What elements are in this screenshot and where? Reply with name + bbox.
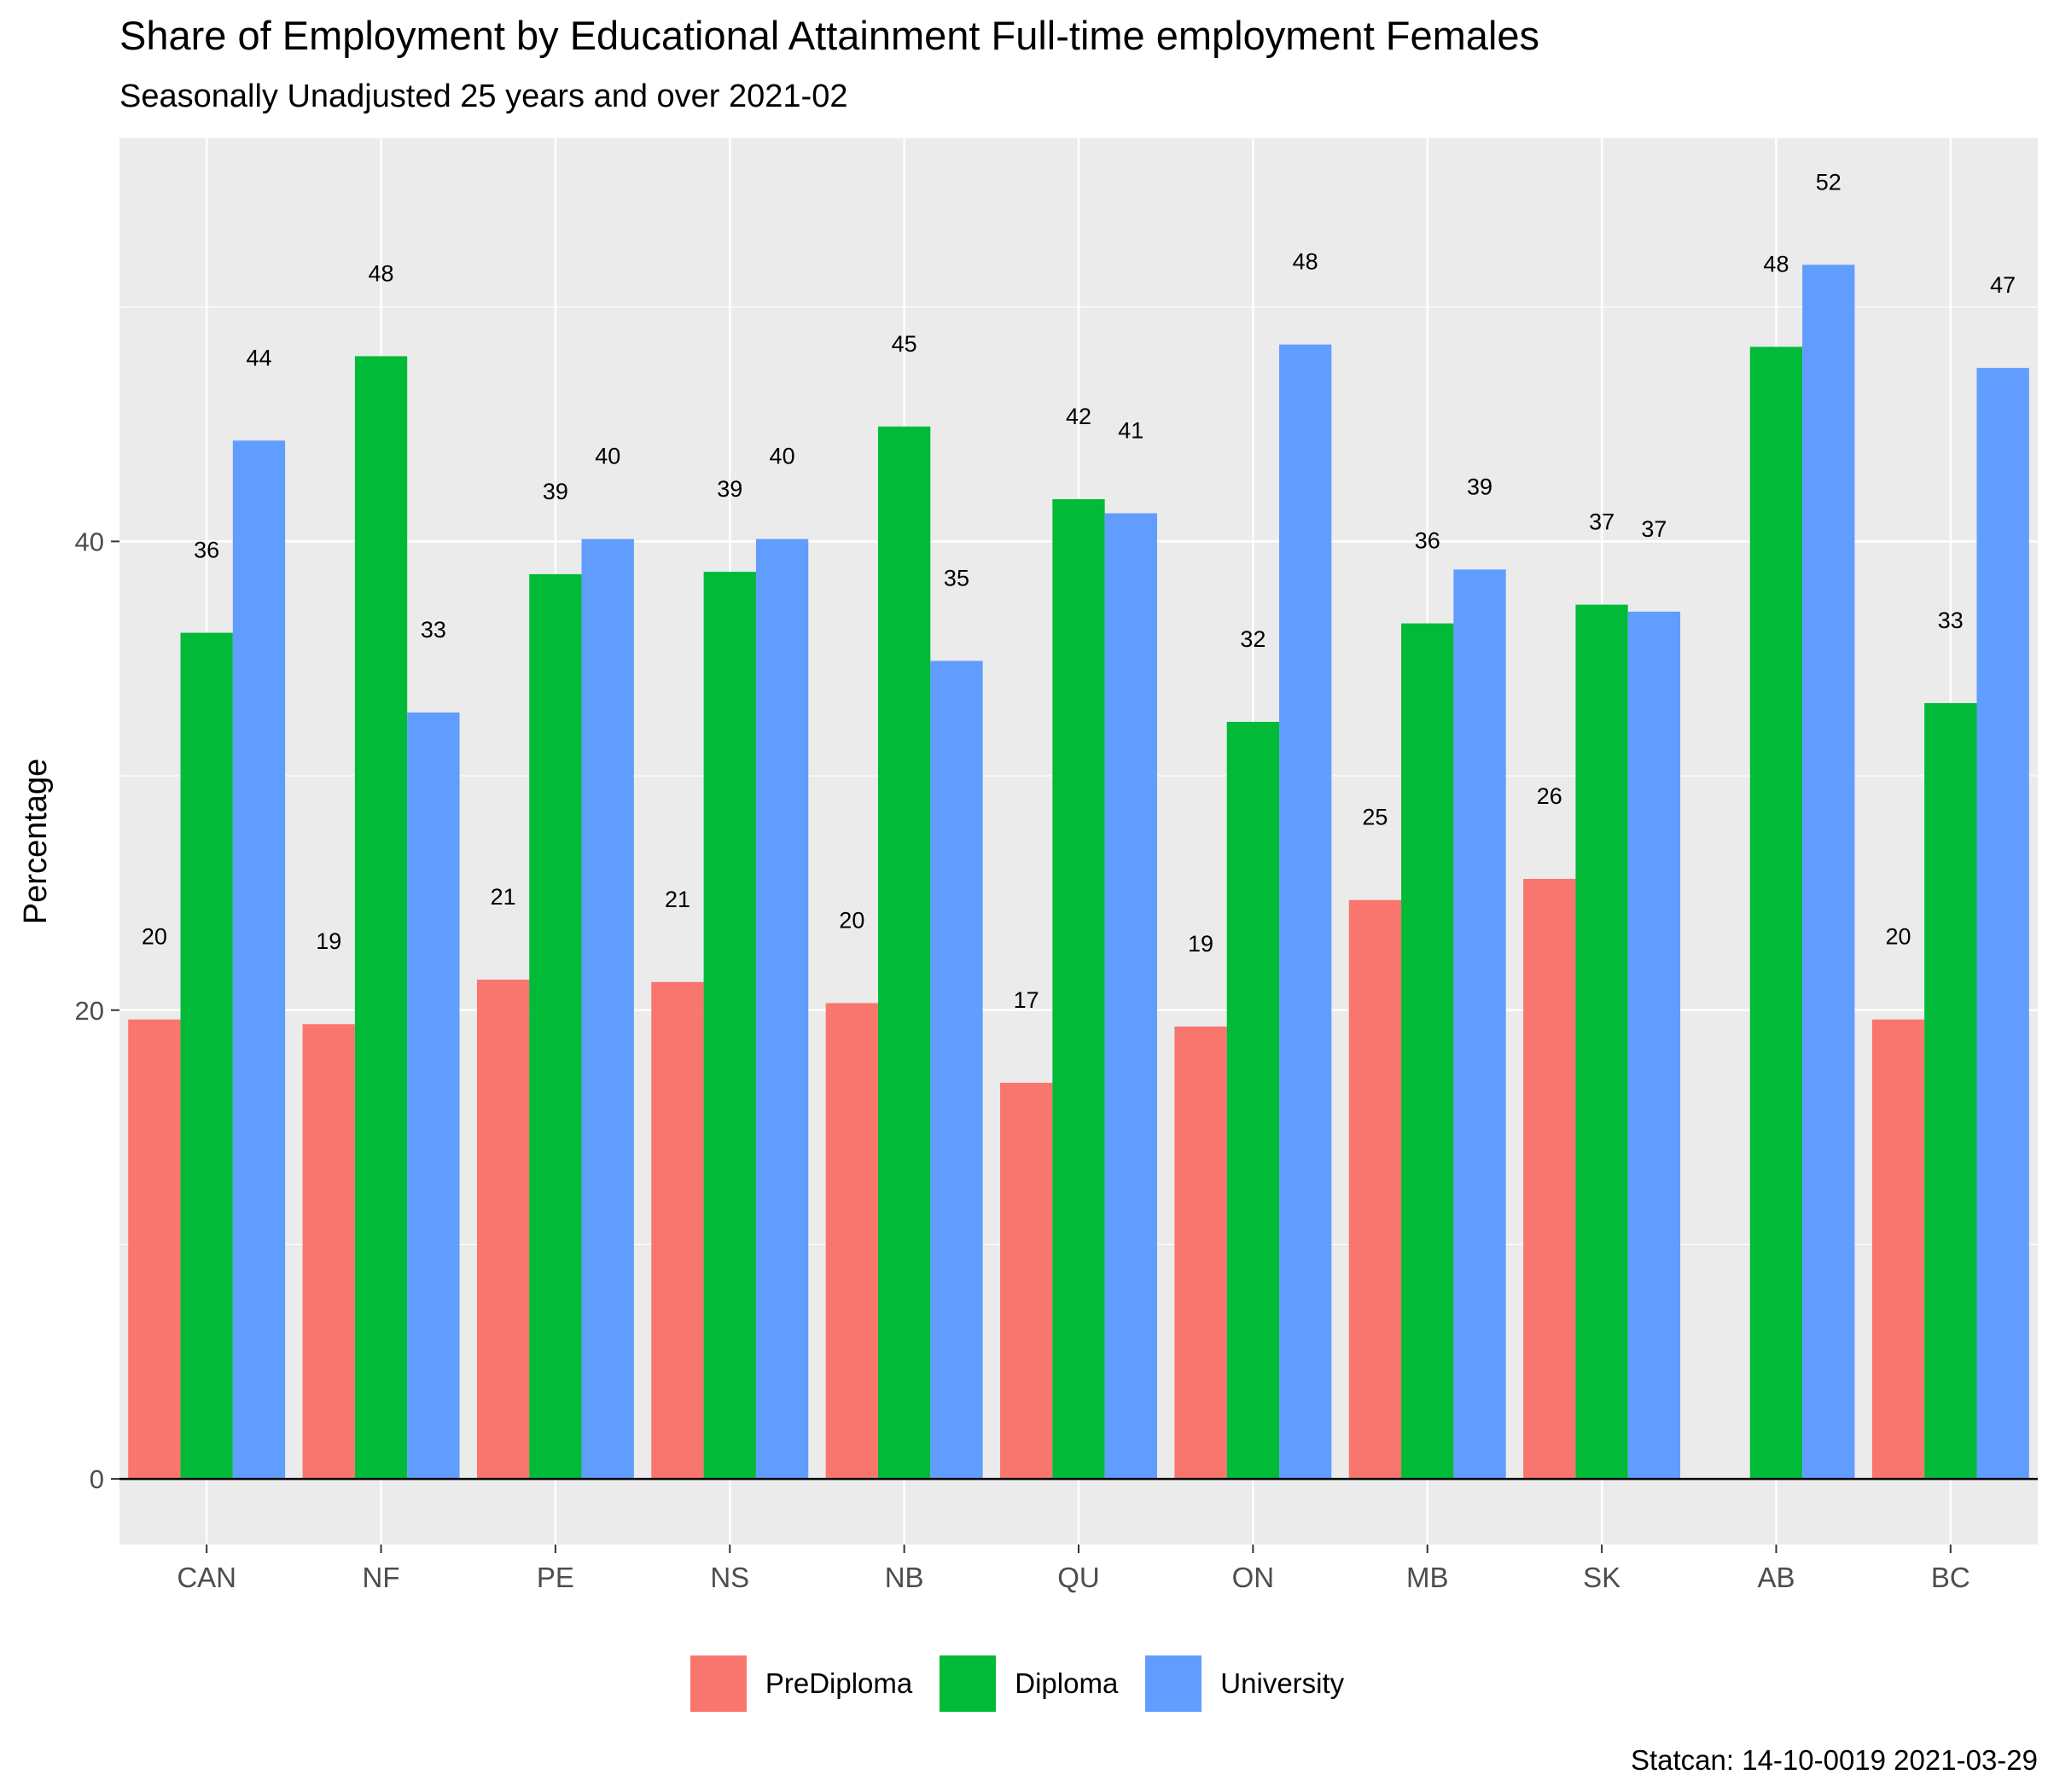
bar-university-pe: [581, 538, 634, 1480]
data-label: 41: [1118, 417, 1143, 443]
bar-diploma-bc: [1924, 702, 1977, 1480]
data-label: 36: [1415, 528, 1440, 554]
chart-subtitle: Seasonally Unadjusted 25 years and over …: [119, 79, 848, 114]
x-tick-label: AB: [1757, 1562, 1795, 1593]
y-tick-label: 20: [75, 996, 104, 1026]
bar-university-qu: [1104, 513, 1157, 1480]
legend: PreDiploma Diploma University: [0, 1655, 2048, 1712]
data-label: 32: [1240, 626, 1265, 652]
bar-diploma-ab: [1749, 346, 1803, 1480]
data-label: 44: [246, 345, 271, 370]
data-label: 37: [1641, 516, 1667, 542]
data-label: 21: [491, 884, 516, 910]
y-tick-label: 0: [90, 1464, 104, 1494]
data-label: 26: [1537, 783, 1562, 809]
x-tick-label: NS: [710, 1562, 749, 1593]
y-tick-label: 40: [75, 527, 104, 556]
data-label: 39: [543, 479, 568, 504]
data-label: 20: [839, 908, 864, 934]
bar-diploma-mb: [1401, 623, 1454, 1480]
bar-diploma-sk: [1575, 604, 1628, 1480]
bar-diploma-nb: [877, 426, 931, 1480]
data-label: 47: [1990, 272, 2016, 298]
x-tick-label: QU: [1057, 1562, 1100, 1593]
bar-diploma-qu: [1052, 498, 1105, 1480]
bar-prediploma-on: [1174, 1026, 1227, 1480]
bar-prediploma-ns: [651, 981, 704, 1480]
x-tick-label: MB: [1406, 1562, 1449, 1593]
data-label: 17: [1014, 987, 1039, 1013]
data-label: 37: [1589, 509, 1615, 535]
legend-key-prediploma: [689, 1655, 747, 1712]
bar-diploma-on: [1226, 721, 1280, 1480]
data-label: 33: [421, 617, 446, 643]
data-label: 25: [1362, 805, 1388, 830]
data-label: 40: [595, 444, 620, 469]
data-label: 20: [1885, 924, 1911, 950]
bar-university-on: [1279, 344, 1332, 1480]
data-label: 19: [316, 928, 341, 954]
bar-university-can: [232, 440, 286, 1480]
x-tick-label: PE: [537, 1562, 574, 1593]
data-label: 21: [665, 887, 690, 912]
data-label: 19: [1188, 931, 1213, 957]
bar-university-nb: [930, 660, 983, 1480]
bar-chart: 20 19 21 21 20 17 19 25 26 20 36 48 39 39 45 42 32 36 37 48…: [18, 138, 2038, 1593]
legend-label-prediploma: PreDiploma: [765, 1667, 913, 1699]
bar-prediploma-mb: [1348, 899, 1402, 1480]
legend-item-prediploma: PreDiploma: [689, 1655, 926, 1712]
chart-title: Share of Employment by Educational Attai…: [119, 13, 1540, 58]
legend-label-university: University: [1220, 1667, 1345, 1699]
legend-item-diploma: Diploma: [940, 1655, 1132, 1712]
x-tick-label: BC: [1931, 1562, 1970, 1593]
bar-university-nf: [407, 712, 460, 1480]
bar-diploma-nf: [354, 356, 408, 1480]
data-label: 36: [194, 538, 219, 563]
bar-diploma-pe: [529, 573, 582, 1480]
x-tick-label: NF: [363, 1562, 400, 1593]
bar-prediploma-qu: [1000, 1082, 1053, 1480]
data-label: 48: [369, 260, 394, 286]
bar-university-bc: [1976, 368, 2029, 1480]
x-tick-label: ON: [1232, 1562, 1275, 1593]
bar-university-ab: [1802, 265, 1855, 1480]
bar-university-ns: [755, 538, 809, 1480]
bar-prediploma-nf: [302, 1024, 355, 1480]
data-label: 48: [1763, 251, 1789, 276]
bar-prediploma-can: [128, 1019, 181, 1480]
bar-diploma-ns: [703, 572, 756, 1480]
legend-item-university: University: [1145, 1655, 1358, 1712]
y-axis-title: Percentage: [18, 759, 54, 924]
bar-diploma-can: [180, 632, 233, 1480]
x-tick-label: SK: [1583, 1562, 1620, 1593]
x-tick-label: CAN: [177, 1562, 236, 1593]
data-label: 48: [1293, 249, 1318, 275]
bar-university-mb: [1453, 569, 1506, 1480]
data-label: 42: [1066, 404, 1091, 429]
bar-prediploma-sk: [1523, 878, 1576, 1480]
bar-prediploma-pe: [476, 980, 530, 1480]
x-tick-label: NB: [885, 1562, 924, 1593]
data-label: 39: [1467, 474, 1492, 499]
data-label: 39: [717, 476, 742, 502]
data-label: 52: [1816, 169, 1841, 195]
legend-label-diploma: Diploma: [1015, 1667, 1119, 1699]
data-label: 45: [892, 331, 917, 357]
bar-prediploma-bc: [1871, 1019, 1925, 1480]
data-label: 20: [142, 924, 167, 950]
legend-key-university: [1145, 1655, 1202, 1712]
bar-university-sk: [1627, 611, 1681, 1480]
source-caption: Statcan: 14-10-0019 2021-03-29: [1630, 1744, 2038, 1776]
legend-key-diploma: [940, 1655, 997, 1712]
data-label: 35: [944, 566, 969, 591]
data-label: 40: [770, 444, 795, 469]
data-label: 33: [1938, 608, 1964, 633]
bar-prediploma-nb: [825, 1003, 878, 1480]
